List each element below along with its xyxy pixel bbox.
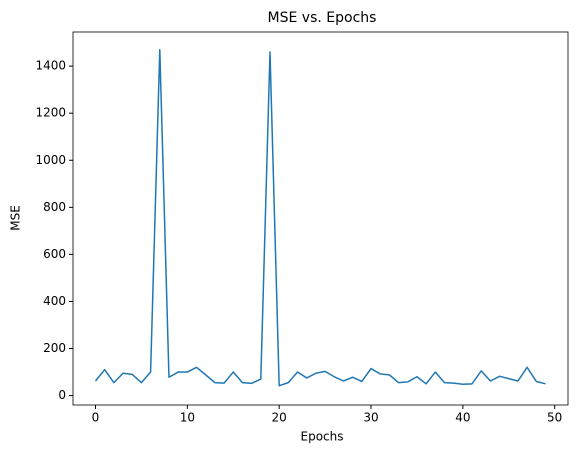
y-tick-label: 400: [43, 294, 66, 308]
y-axis-label: MSE: [9, 205, 23, 231]
chart-title: MSE vs. Epochs: [268, 10, 377, 26]
y-tick-label: 1000: [35, 153, 66, 167]
x-tick-label: 50: [547, 411, 562, 425]
y-tick-label: 1200: [35, 106, 66, 120]
y-tick-label: 1400: [35, 59, 66, 73]
x-tick-label: 40: [455, 411, 470, 425]
y-tick-label: 600: [43, 247, 66, 261]
y-tick-label: 0: [58, 388, 66, 402]
plot-frame: [72, 31, 569, 406]
x-tick-label: 0: [92, 411, 100, 425]
x-tick-label: 20: [272, 411, 287, 425]
x-tick-label: 10: [180, 411, 195, 425]
y-tick-label: 800: [43, 200, 66, 214]
x-axis-label: Epochs: [301, 430, 344, 444]
x-tick-label: 30: [363, 411, 378, 425]
line-series: [94, 48, 546, 387]
y-tick-label: 200: [43, 341, 66, 355]
